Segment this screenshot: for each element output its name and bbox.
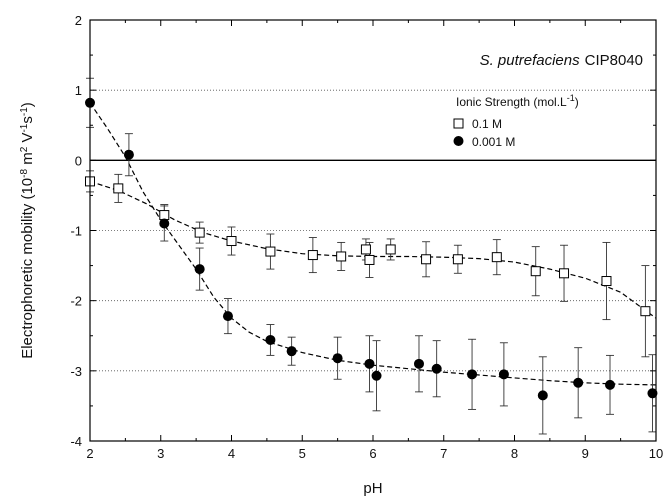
y-axis-label-mid3: s <box>19 116 36 124</box>
grid-lines <box>90 89 656 372</box>
y-tick-label: 2 <box>75 13 82 28</box>
legend-marker-square <box>453 118 464 129</box>
legend-entry-0.001M: 0.001 M <box>472 135 515 149</box>
y-tick-label: -3 <box>70 364 82 379</box>
y-tick-label: -1 <box>70 224 82 239</box>
data-point-0.1M <box>559 268 570 279</box>
data-point-0.001M <box>159 218 170 229</box>
y-axis-label-exp3: -1 <box>19 123 30 132</box>
y-tick-label: 1 <box>75 83 82 98</box>
data-point-0.001M <box>222 311 233 322</box>
legend-marker-circle <box>453 136 464 146</box>
organism-annotation: S. putrefaciens CIP8040 <box>480 52 643 69</box>
data-point-0.1M <box>265 246 276 257</box>
data-point-0.1M <box>421 254 432 265</box>
strain-name: CIP8040 <box>585 52 643 69</box>
data-point-0.001M <box>364 358 375 369</box>
x-tick-label: 10 <box>649 446 663 461</box>
x-tick-label: 6 <box>369 446 376 461</box>
data-point-0.1M <box>364 254 375 265</box>
data-point-0.1M <box>601 276 612 287</box>
x-axis-label: pH <box>363 480 382 497</box>
data-point-0.1M <box>491 252 502 263</box>
legend-title-exp: -1 <box>567 93 575 103</box>
x-tick-label: 7 <box>440 446 447 461</box>
y-axis-label-prefix: Electrophoretic mobility (10 <box>19 178 36 359</box>
data-point-0.1M <box>385 244 396 255</box>
y-tick-label: 0 <box>75 153 82 168</box>
organism-name: S. putrefaciens <box>480 52 581 69</box>
y-axis-label-suffix: ) <box>19 102 36 107</box>
data-point-0.001M <box>194 264 205 275</box>
data-point-0.1M <box>640 306 651 317</box>
data-point-0.001M <box>647 388 658 399</box>
data-point-0.1M <box>452 254 463 265</box>
legend-title-suffix: ) <box>575 95 579 109</box>
data-point-0.1M <box>360 244 371 255</box>
y-axis-label-exp1: -8 <box>19 169 30 178</box>
y-tick-label: -2 <box>70 294 82 309</box>
data-point-0.1M <box>194 227 205 238</box>
tick-labels: 2 3 4 5 6 7 8 9 10 -4 -3 -2 -1 0 1 2 <box>70 13 663 461</box>
data-point-0.1M <box>226 236 237 247</box>
data-point-0.001M <box>467 369 478 380</box>
x-tick-label: 9 <box>582 446 589 461</box>
x-tick-label: 4 <box>228 446 235 461</box>
data-point-0.001M <box>371 370 382 381</box>
data-point-0.1M <box>530 266 541 277</box>
data-point-0.001M <box>286 346 297 357</box>
legend-entry-0.1M: 0.1 M <box>472 117 502 131</box>
data-point-0.1M <box>336 251 347 262</box>
legend-title-text: Ionic Strength (mol.L <box>456 95 567 109</box>
data-point-0.001M <box>332 353 343 364</box>
data-point-0.001M <box>123 149 134 160</box>
data-point-0.001M <box>413 358 424 369</box>
y-axis-label-mid2: V <box>19 133 36 147</box>
legend: Ionic Strength (mol.L-1) 0.1 M 0.001 M <box>453 93 579 149</box>
x-tick-label: 3 <box>157 446 164 461</box>
x-tick-label: 5 <box>299 446 306 461</box>
y-axis-label-exp4: -1 <box>19 107 30 116</box>
data-point-0.001M <box>265 334 276 345</box>
data-point-0.1M <box>307 250 318 261</box>
data-point-0.001M <box>537 390 548 401</box>
x-tick-label: 2 <box>86 446 93 461</box>
fit-curves <box>89 102 657 386</box>
data-point-0.1M <box>159 210 170 221</box>
fit-curve-0.1M <box>89 180 657 319</box>
data-markers <box>85 97 658 401</box>
y-axis-label-mid1: m <box>19 152 36 169</box>
x-tick-label: 8 <box>511 446 518 461</box>
fit-curve-0.001M <box>89 102 657 386</box>
data-point-0.001M <box>573 377 584 388</box>
legend-title: Ionic Strength (mol.L-1) <box>456 93 579 109</box>
data-point-0.001M <box>498 369 509 380</box>
y-axis-label: Electrophoretic mobility (10-8 m2 V-1s-1… <box>19 102 37 359</box>
data-point-0.001M <box>431 363 442 374</box>
data-point-0.1M <box>113 183 124 194</box>
y-tick-label: -4 <box>70 434 82 449</box>
axis-ticks <box>89 19 657 442</box>
y-axis-label-exp2: 2 <box>19 146 30 152</box>
data-point-0.001M <box>605 379 616 390</box>
